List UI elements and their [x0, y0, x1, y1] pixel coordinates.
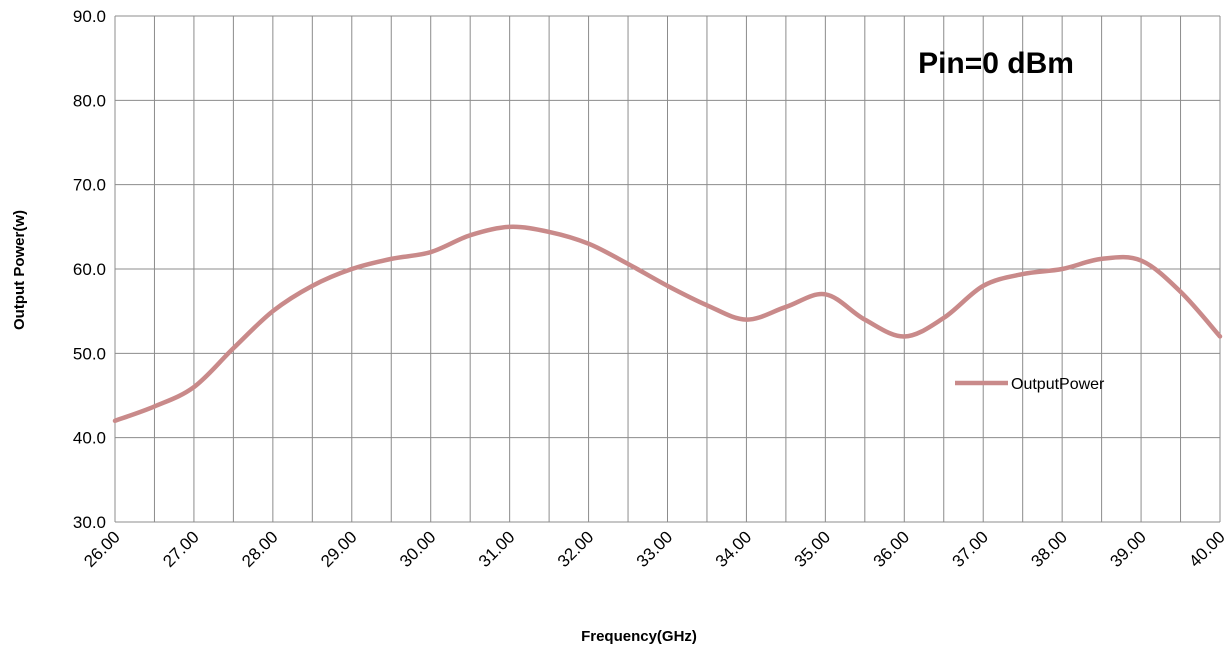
x-axis-title: Frequency(GHz) [581, 628, 697, 645]
x-tick-label: 26.00 [80, 527, 124, 571]
y-tick-label: 60.0 [73, 260, 106, 279]
x-tick-label: 32.00 [554, 527, 598, 571]
y-tick-label: 40.0 [73, 429, 106, 448]
x-tick-label: 39.00 [1106, 527, 1150, 571]
y-axis-title: Output Power(w) [11, 210, 28, 330]
x-tick-label: 29.00 [317, 527, 361, 571]
y-tick-label: 50.0 [73, 344, 106, 363]
y-axis-ticks: 30.0 40.0 50.0 60.0 70.0 80.0 90.0 [73, 7, 106, 532]
y-tick-label: 80.0 [73, 91, 106, 110]
x-tick-label: 40.00 [1185, 527, 1225, 571]
x-tick-label: 36.00 [870, 527, 914, 571]
pin-annotation: Pin=0 dBm [918, 47, 1074, 80]
series-line-outputpower [112, 224, 1223, 424]
x-tick-label: 27.00 [159, 527, 203, 571]
y-tick-label: 30.0 [73, 513, 106, 532]
legend: OutputPower [955, 376, 1105, 393]
x-tick-label: 38.00 [1027, 527, 1071, 571]
y-tick-label: 70.0 [73, 176, 106, 195]
x-axis-ticks: 26.00 27.00 28.00 29.00 30.00 31.00 32.00 33.00… [80, 527, 1225, 571]
x-tick-label: 33.00 [633, 527, 677, 571]
y-tick-label: 90.0 [73, 7, 106, 26]
legend-label: OutputPower [1011, 376, 1105, 393]
series-layer [112, 224, 1223, 424]
x-tick-label: 30.00 [396, 527, 440, 571]
x-tick-label: 35.00 [791, 527, 835, 571]
x-tick-label: 37.00 [949, 527, 993, 571]
x-tick-label: 28.00 [238, 527, 282, 571]
x-tick-label: 31.00 [475, 527, 519, 571]
x-tick-label: 34.00 [712, 527, 756, 571]
